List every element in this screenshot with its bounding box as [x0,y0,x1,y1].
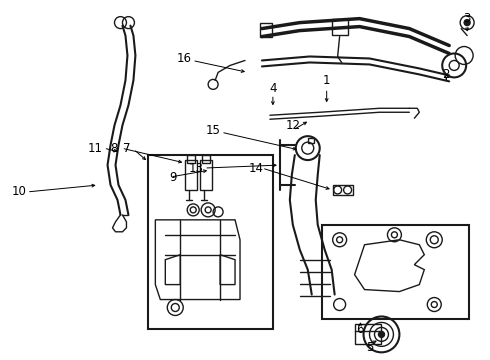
Bar [333,185,353,195]
Bar [322,225,469,319]
Text: 6: 6 [356,323,363,336]
Text: 12: 12 [285,119,300,132]
Bar [148,155,273,329]
Text: 13: 13 [189,162,204,175]
Text: 8: 8 [110,141,117,155]
Text: 5: 5 [366,341,373,354]
Text: 16: 16 [177,52,192,65]
Circle shape [378,332,385,337]
Bar [185,160,197,190]
Text: 9: 9 [170,171,177,184]
Circle shape [464,20,470,26]
Text: 7: 7 [122,141,130,155]
Bar [202,155,210,163]
Bar [308,138,314,143]
Bar [187,155,195,163]
Text: 14: 14 [248,162,264,175]
Bar [200,160,212,190]
Text: 15: 15 [206,124,220,137]
Text: 11: 11 [88,141,103,155]
Text: 4: 4 [269,82,277,95]
Text: 1: 1 [323,74,330,87]
Bar [355,324,382,345]
Text: 10: 10 [11,185,26,198]
Text: 2: 2 [442,68,450,81]
Text: 3: 3 [464,12,471,25]
